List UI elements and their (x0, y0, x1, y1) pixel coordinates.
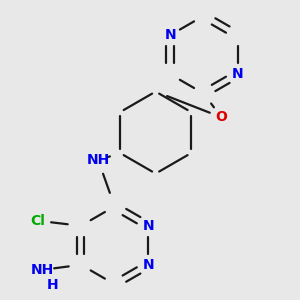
Text: H: H (46, 278, 58, 292)
Text: N: N (164, 28, 176, 42)
Text: Cl: Cl (30, 214, 45, 228)
Text: NH: NH (87, 153, 110, 167)
Text: N: N (142, 219, 154, 233)
Text: N: N (232, 67, 243, 81)
Text: N: N (142, 258, 154, 272)
Text: O: O (215, 110, 227, 124)
Text: NH: NH (30, 263, 54, 277)
